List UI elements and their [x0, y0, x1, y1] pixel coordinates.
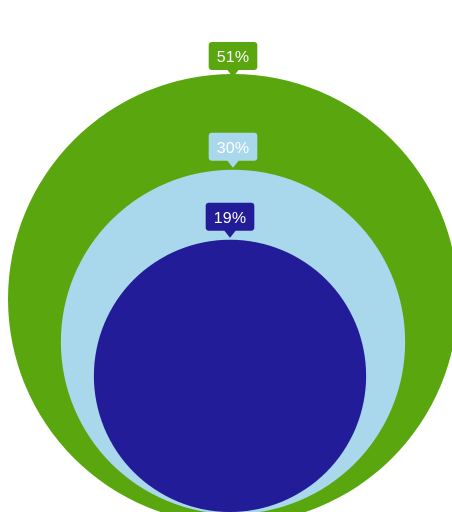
callout-label-1: 51% — [217, 49, 250, 66]
callout-label-3: 19% — [214, 210, 247, 227]
callout-box-3 — [205, 202, 255, 231]
callout-pointer-1 — [227, 69, 239, 77]
circles-layer — [8, 74, 452, 512]
callout-pointer-2 — [227, 160, 239, 168]
callout-2: 30% — [208, 132, 258, 168]
callout-box-1 — [208, 42, 258, 70]
callout-label-2: 30% — [217, 140, 250, 157]
callout-3: 19% — [205, 202, 255, 238]
labels-layer: 51% 30% 19% — [205, 42, 258, 238]
circle-3 — [93, 239, 367, 512]
callout-box-2 — [208, 132, 258, 161]
callout-1: 51% — [208, 42, 258, 77]
callout-pointer-3 — [224, 230, 236, 238]
